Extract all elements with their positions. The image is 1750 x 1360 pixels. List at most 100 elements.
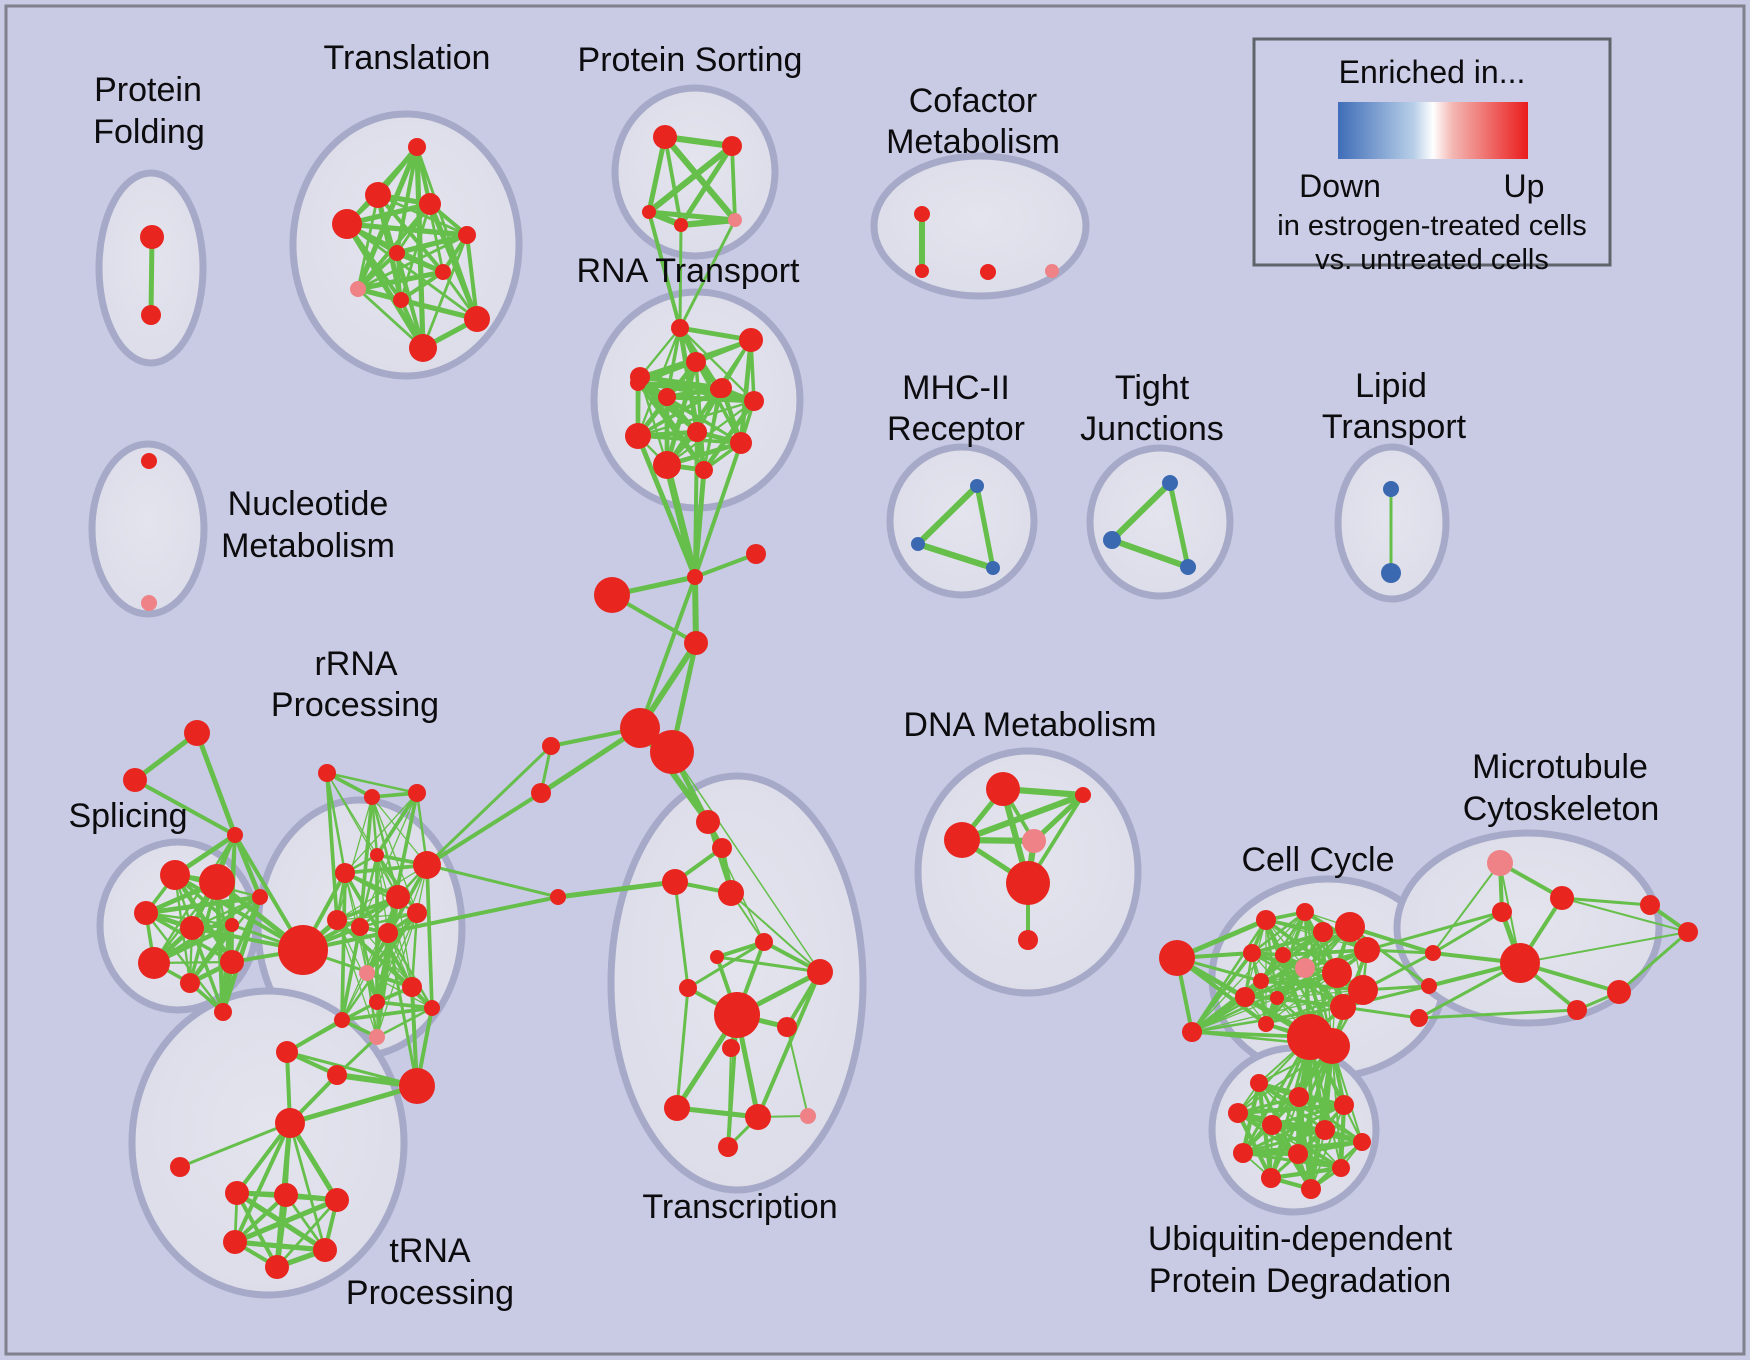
node-f2[interactable] bbox=[594, 577, 630, 613]
node-dna-5[interactable] bbox=[1018, 930, 1038, 950]
node-transcription-10[interactable] bbox=[722, 1039, 740, 1057]
node-transcription-1[interactable] bbox=[712, 838, 732, 858]
node-ubiquitin-7[interactable] bbox=[1233, 1143, 1253, 1163]
node-rrna-13[interactable] bbox=[369, 994, 385, 1010]
node-rrna-9[interactable] bbox=[378, 923, 398, 943]
node-mhc-2[interactable] bbox=[986, 561, 1000, 575]
node-trna-4[interactable] bbox=[170, 1157, 190, 1177]
node-splicing-6[interactable] bbox=[180, 973, 200, 993]
node-transcription-13[interactable] bbox=[800, 1108, 816, 1124]
node-f10[interactable] bbox=[278, 925, 328, 975]
node-rrna-6[interactable] bbox=[386, 885, 410, 909]
node-dna-1[interactable] bbox=[1075, 787, 1091, 803]
node-microtubule-2[interactable] bbox=[1492, 902, 1512, 922]
node-translation-7[interactable] bbox=[350, 281, 366, 297]
node-trna-9[interactable] bbox=[313, 1238, 337, 1262]
node-rrna-16[interactable] bbox=[369, 1029, 385, 1045]
node-cell-cycle-0[interactable] bbox=[1296, 903, 1314, 921]
node-tight-junctions-0[interactable] bbox=[1162, 475, 1178, 491]
node-dna-3[interactable] bbox=[1022, 829, 1046, 853]
node-transcription-8[interactable] bbox=[714, 992, 760, 1038]
node-f7[interactable] bbox=[531, 783, 551, 803]
node-f12[interactable] bbox=[123, 768, 147, 792]
node-trna-5[interactable] bbox=[225, 1181, 249, 1205]
node-microtubule-3[interactable] bbox=[1500, 943, 1540, 983]
node-protein-folding-0[interactable] bbox=[140, 225, 164, 249]
node-mhc-1[interactable] bbox=[911, 537, 925, 551]
node-rna-transport-10[interactable] bbox=[687, 422, 707, 442]
node-rrna-11[interactable] bbox=[359, 965, 375, 981]
node-trna-10[interactable] bbox=[265, 1255, 289, 1279]
node-cell-cycle-7[interactable] bbox=[1258, 1016, 1274, 1032]
node-trna-1[interactable] bbox=[327, 1065, 347, 1085]
node-cell-cycle-8[interactable] bbox=[1313, 922, 1333, 942]
node-translation-2[interactable] bbox=[419, 193, 441, 215]
node-lipid-transport-0[interactable] bbox=[1383, 481, 1399, 497]
node-splicing-1[interactable] bbox=[199, 864, 235, 900]
node-rna-transport-11[interactable] bbox=[730, 432, 752, 454]
node-splicing-10[interactable] bbox=[227, 827, 243, 843]
node-ubiquitin-2[interactable] bbox=[1334, 1095, 1354, 1115]
node-transcription-4[interactable] bbox=[755, 933, 773, 951]
node-ubiquitin-3[interactable] bbox=[1228, 1103, 1248, 1123]
node-f1[interactable] bbox=[746, 544, 766, 564]
node-rna-transport-5[interactable] bbox=[658, 388, 676, 406]
node-rrna-3[interactable] bbox=[370, 848, 384, 862]
node-cell-cycle-1[interactable] bbox=[1256, 910, 1276, 930]
node-cell-cycle-9[interactable] bbox=[1335, 912, 1365, 942]
node-f14[interactable] bbox=[1159, 940, 1195, 976]
node-translation-1[interactable] bbox=[365, 182, 391, 208]
node-splicing-2[interactable] bbox=[134, 901, 158, 925]
node-f0[interactable] bbox=[687, 569, 703, 585]
node-translation-0[interactable] bbox=[408, 138, 426, 156]
node-translation-6[interactable] bbox=[435, 264, 451, 280]
node-microtubule-0[interactable] bbox=[1487, 850, 1513, 876]
node-ubiquitin-0[interactable] bbox=[1250, 1074, 1268, 1092]
node-ubiquitin-11[interactable] bbox=[1301, 1179, 1321, 1199]
node-f9[interactable] bbox=[550, 889, 566, 905]
node-cell-cycle-16[interactable] bbox=[1235, 987, 1255, 1007]
node-transcription-11[interactable] bbox=[664, 1095, 690, 1121]
node-cell-cycle-6[interactable] bbox=[1270, 991, 1284, 1005]
node-rrna-4[interactable] bbox=[413, 851, 441, 879]
node-cell-cycle-10[interactable] bbox=[1354, 937, 1380, 963]
node-microtubule-5[interactable] bbox=[1640, 895, 1660, 915]
node-rrna-2[interactable] bbox=[408, 784, 426, 802]
node-splicing-9[interactable] bbox=[252, 889, 268, 905]
node-f3[interactable] bbox=[684, 631, 708, 655]
node-cofactor-3[interactable] bbox=[1045, 264, 1059, 278]
node-rrna-0[interactable] bbox=[318, 764, 336, 782]
node-ubiquitin-5[interactable] bbox=[1315, 1120, 1335, 1140]
node-cell-cycle-2[interactable] bbox=[1243, 944, 1261, 962]
node-protein-folding-1[interactable] bbox=[141, 305, 161, 325]
node-protein-sorting-3[interactable] bbox=[674, 218, 688, 232]
node-protein-sorting-0[interactable] bbox=[653, 125, 677, 149]
node-rrna-1[interactable] bbox=[364, 789, 380, 805]
node-splicing-4[interactable] bbox=[138, 947, 170, 979]
node-transcription-12[interactable] bbox=[745, 1104, 771, 1130]
node-rrna-10[interactable] bbox=[407, 903, 427, 923]
node-rna-transport-6[interactable] bbox=[744, 391, 764, 411]
node-trna-0[interactable] bbox=[276, 1041, 298, 1063]
node-mhc-0[interactable] bbox=[970, 479, 984, 493]
node-cell-cycle-15[interactable] bbox=[1182, 1022, 1202, 1042]
node-rrna-8[interactable] bbox=[351, 918, 369, 936]
node-cofactor-0[interactable] bbox=[914, 206, 930, 222]
node-protein-sorting-1[interactable] bbox=[722, 136, 742, 156]
node-transcription-9[interactable] bbox=[777, 1017, 797, 1037]
node-rna-transport-9[interactable] bbox=[625, 423, 651, 449]
node-nucleotide-0[interactable] bbox=[141, 453, 157, 469]
node-ubiquitin-9[interactable] bbox=[1332, 1159, 1350, 1177]
node-ubiquitin-1[interactable] bbox=[1289, 1087, 1309, 1107]
node-nucleotide-1[interactable] bbox=[141, 595, 157, 611]
node-tight-junctions-1[interactable] bbox=[1103, 531, 1121, 549]
node-translation-5[interactable] bbox=[389, 245, 405, 261]
node-microtubule-7[interactable] bbox=[1567, 1000, 1587, 1020]
node-translation-8[interactable] bbox=[393, 292, 409, 308]
node-f6[interactable] bbox=[542, 737, 560, 755]
node-splicing-3[interactable] bbox=[180, 916, 204, 940]
node-cell-cycle-13[interactable] bbox=[1330, 994, 1356, 1020]
node-rrna-12[interactable] bbox=[402, 977, 422, 997]
node-transcription-7[interactable] bbox=[679, 979, 697, 997]
node-rna-transport-8[interactable] bbox=[630, 375, 646, 391]
